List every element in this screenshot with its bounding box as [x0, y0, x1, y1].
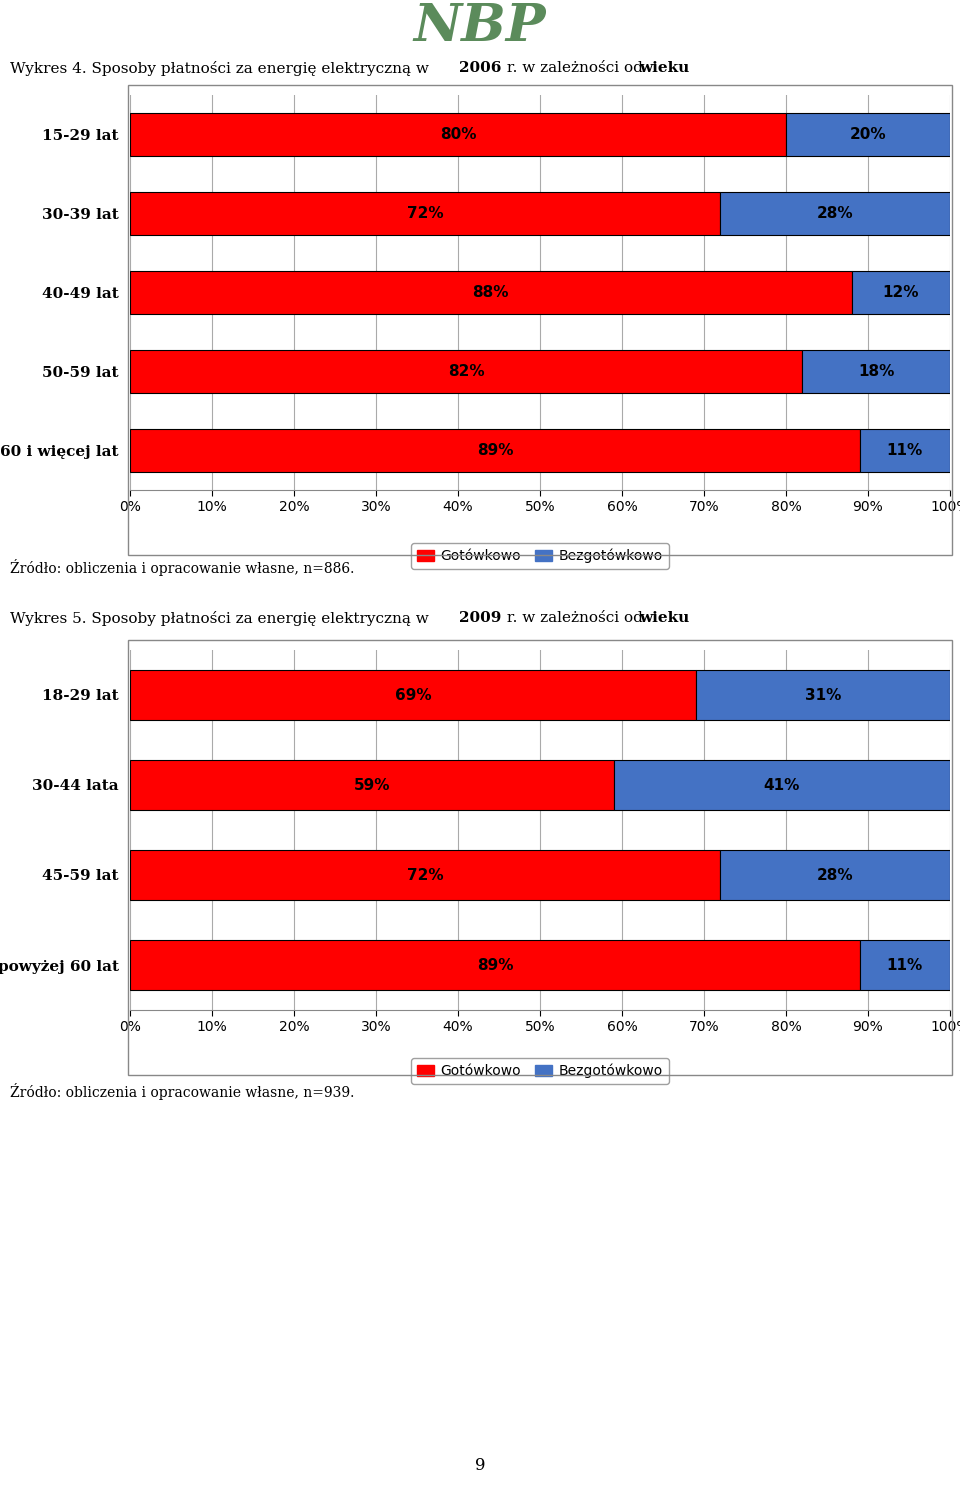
Text: 28%: 28%	[817, 207, 853, 222]
Text: 12%: 12%	[882, 285, 919, 300]
Bar	[860, 428, 950, 472]
Text: 2006: 2006	[459, 61, 501, 75]
Text: 31%: 31%	[804, 688, 841, 703]
Text: 89%: 89%	[477, 957, 514, 972]
Bar	[130, 761, 613, 810]
Bar	[720, 192, 950, 235]
Text: Źródło: obliczenia i opracowanie własne, n=886.: Źródło: obliczenia i opracowanie własne,…	[10, 559, 354, 577]
Text: wieku: wieku	[639, 611, 689, 625]
Text: r. w zależności od: r. w zależności od	[502, 611, 648, 625]
Text: 82%: 82%	[448, 364, 485, 379]
Text: r. w zależności od: r. w zależności od	[502, 61, 648, 75]
Text: 20%: 20%	[850, 127, 886, 142]
Text: 41%: 41%	[764, 777, 800, 792]
Text: 2009: 2009	[459, 611, 501, 625]
Text: 80%: 80%	[440, 127, 476, 142]
Text: 28%: 28%	[817, 867, 853, 882]
Text: 11%: 11%	[887, 957, 923, 972]
Text: 88%: 88%	[472, 285, 509, 300]
Text: Wykres 4. Sposoby płatności za energię elektryczną w: Wykres 4. Sposoby płatności za energię e…	[10, 60, 433, 75]
Legend: Gotówkowo, Bezgotówkowo: Gotówkowo, Bezgotówkowo	[412, 1058, 668, 1085]
Legend: Gotówkowo, Bezgotówkowo: Gotówkowo, Bezgotówkowo	[412, 544, 668, 569]
Text: 72%: 72%	[407, 867, 444, 882]
Text: 18%: 18%	[858, 364, 895, 379]
Bar	[852, 271, 950, 315]
Text: NBP: NBP	[414, 1, 546, 52]
Bar	[130, 670, 696, 719]
Text: 69%: 69%	[395, 688, 431, 703]
Text: Wykres 5. Sposoby płatności za energię elektryczną w: Wykres 5. Sposoby płatności za energię e…	[10, 611, 433, 626]
Bar	[803, 349, 950, 392]
Bar	[860, 941, 950, 990]
Text: Źródło: obliczenia i opracowanie własne, n=939.: Źródło: obliczenia i opracowanie własne,…	[10, 1083, 354, 1101]
Text: wieku: wieku	[639, 61, 689, 75]
Text: 89%: 89%	[477, 443, 514, 458]
Bar	[720, 851, 950, 900]
Bar	[130, 851, 720, 900]
Bar	[130, 349, 803, 392]
Bar	[130, 941, 860, 990]
Bar	[786, 112, 950, 156]
Bar	[130, 271, 852, 315]
Bar	[130, 112, 786, 156]
Bar	[613, 761, 950, 810]
Text: 59%: 59%	[353, 777, 390, 792]
Text: 9: 9	[475, 1456, 485, 1474]
Bar	[130, 192, 720, 235]
Text: 72%: 72%	[407, 207, 444, 222]
Bar	[696, 670, 950, 719]
Bar	[130, 428, 860, 472]
Text: 11%: 11%	[887, 443, 923, 458]
